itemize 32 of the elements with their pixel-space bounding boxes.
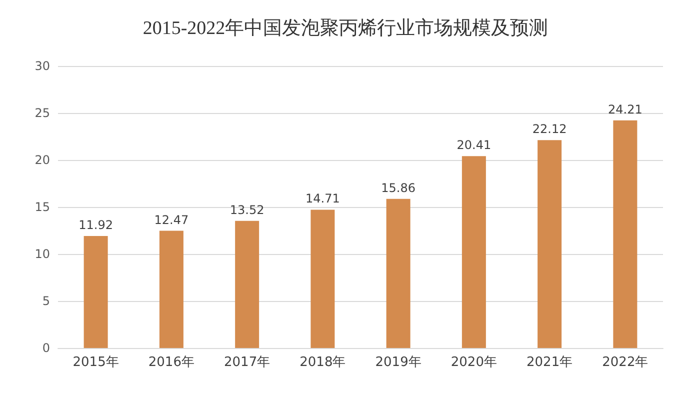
bar: [235, 220, 260, 348]
x-tick-label: 2020年: [450, 355, 497, 370]
y-tick-label: 15: [34, 200, 50, 214]
bar: [310, 210, 335, 348]
y-tick-label: 0: [42, 341, 50, 355]
data-label: 13.52: [230, 202, 264, 217]
x-tick-label: 2019年: [375, 355, 422, 370]
x-tick-label: 2022年: [602, 355, 648, 370]
bar: [84, 236, 108, 348]
x-tick-label: 2018年: [300, 355, 346, 370]
x-tick-label: 2017年: [224, 355, 270, 370]
y-tick-label: 25: [34, 106, 50, 120]
data-label: 20.41: [456, 138, 492, 152]
y-tick-label: 5: [42, 294, 50, 308]
bar: [386, 198, 410, 348]
y-tick-label: 10: [34, 247, 50, 261]
x-tick-label: 2015年: [72, 355, 119, 370]
y-tick-label: 30: [34, 59, 50, 73]
x-tick-label: 2021年: [526, 355, 573, 370]
y-tick-label: 20: [34, 153, 50, 167]
bar: [462, 156, 486, 348]
bar: [613, 120, 638, 348]
bar: [159, 230, 184, 348]
data-label: 11.92: [78, 218, 113, 232]
data-label: 12.47: [154, 212, 189, 227]
data-label: 14.71: [306, 192, 340, 206]
bar: [538, 140, 562, 348]
chart-title: 2015-2022年中国发泡聚丙烯行业市场规模及预测: [142, 17, 548, 39]
data-label: 15.86: [381, 180, 416, 195]
data-label: 22.12: [532, 122, 567, 136]
x-tick-label: 2016年: [148, 355, 194, 370]
data-label: 24.21: [608, 102, 642, 116]
